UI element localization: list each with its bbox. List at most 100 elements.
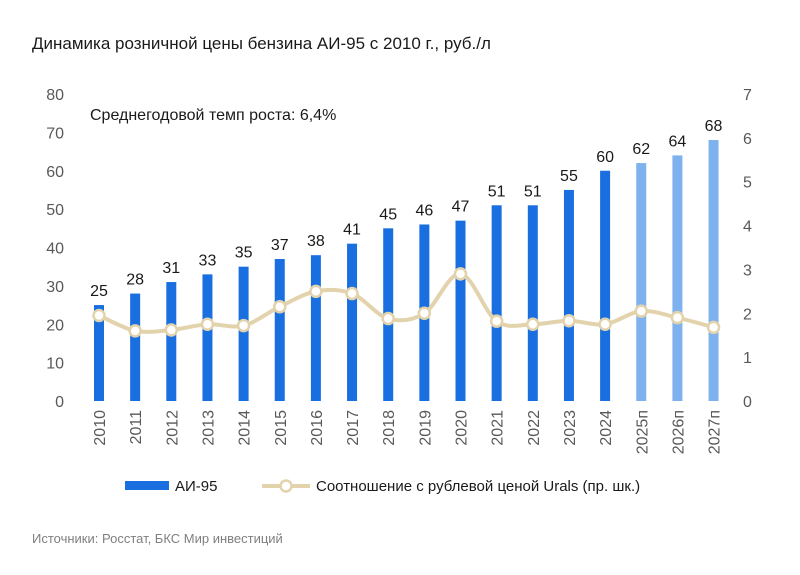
ratio-point bbox=[128, 324, 142, 338]
bar-data-label: 25 bbox=[90, 283, 108, 300]
x-tick-label: 2018 bbox=[381, 410, 398, 446]
y-right-tick-label: 2 bbox=[743, 306, 752, 323]
bar bbox=[347, 243, 358, 401]
ratio-point bbox=[634, 304, 648, 318]
bar bbox=[672, 155, 683, 401]
x-tick-label: 2023 bbox=[562, 410, 579, 446]
x-axis: 2010 2011 2012 2013 2014 2015 2016 2017 2018 2019… bbox=[92, 410, 724, 454]
bar bbox=[130, 293, 141, 401]
bar bbox=[708, 140, 719, 402]
y-left-tick-label: 10 bbox=[46, 356, 64, 373]
bar-data-label: 41 bbox=[343, 222, 361, 239]
x-tick-label: 2025п bbox=[634, 410, 651, 454]
y-left-tick-label: 20 bbox=[46, 317, 64, 334]
bar bbox=[600, 170, 611, 401]
bar-data-label: 35 bbox=[235, 245, 253, 262]
x-tick-label: 2026п bbox=[670, 410, 687, 454]
bar-data-label: 68 bbox=[705, 118, 723, 135]
ratio-point bbox=[489, 314, 504, 328]
x-tick-label: 2019 bbox=[417, 410, 434, 446]
bar-data-label: 60 bbox=[596, 149, 614, 166]
ratio-point bbox=[526, 317, 540, 331]
bar bbox=[310, 255, 321, 401]
bar-data-label: 55 bbox=[560, 168, 578, 185]
x-tick-label: 2013 bbox=[200, 410, 217, 446]
ratio-point bbox=[381, 311, 395, 326]
y-right-tick-label: 1 bbox=[743, 350, 752, 367]
ratio-point bbox=[453, 267, 468, 281]
bar-data-label: 45 bbox=[379, 206, 397, 223]
y-right-tick-label: 5 bbox=[743, 175, 752, 192]
x-tick-label: 2027п bbox=[707, 410, 724, 454]
ratio-point bbox=[200, 317, 215, 331]
bar-data-label: 47 bbox=[452, 199, 470, 216]
y-right-tick-label: 7 bbox=[743, 87, 752, 104]
x-tick-label: 2012 bbox=[164, 410, 181, 446]
ratio-line bbox=[98, 271, 715, 334]
y-axis-left: 0 10 20 30 40 50 60 70 80 bbox=[46, 87, 64, 411]
x-tick-label: 2010 bbox=[92, 410, 109, 446]
y-left-tick-label: 40 bbox=[46, 241, 64, 258]
y-left-tick-label: 80 bbox=[46, 87, 64, 104]
source-note: Источники: Росстат, БКС Мир инвестиций bbox=[32, 531, 283, 546]
y-right-tick-label: 0 bbox=[743, 394, 752, 411]
bar-data-label: 64 bbox=[669, 133, 687, 150]
x-tick-label: 2017 bbox=[345, 410, 362, 446]
bar bbox=[238, 266, 249, 401]
ratio-point bbox=[164, 323, 179, 337]
bar bbox=[274, 259, 285, 401]
y-axis-right: 0 1 2 3 4 5 6 7 bbox=[743, 87, 752, 411]
x-tick-label: 2020 bbox=[454, 410, 471, 446]
legend: АИ-95 Соотношение с рублевой ценой Urals … bbox=[125, 478, 640, 495]
ratio-point bbox=[273, 299, 287, 314]
bar-data-label: 37 bbox=[271, 237, 289, 254]
bar bbox=[202, 274, 213, 401]
ratio-point bbox=[670, 310, 685, 325]
bar bbox=[636, 163, 647, 401]
bar-data-label: 33 bbox=[199, 252, 217, 269]
y-right-tick-label: 3 bbox=[743, 262, 752, 279]
line-series bbox=[92, 267, 721, 338]
bar-data-label: 28 bbox=[126, 272, 144, 289]
bar-data-label: 51 bbox=[488, 183, 506, 200]
chart-title: Динамика розничной цены бензина АИ-95 с … bbox=[32, 34, 491, 53]
bar bbox=[527, 205, 538, 401]
y-right-tick-label: 4 bbox=[743, 219, 752, 236]
growth-annotation: Среднегодовой темп роста: 6,4% bbox=[90, 107, 336, 124]
y-left-tick-label: 60 bbox=[46, 164, 64, 181]
x-tick-label: 2011 bbox=[128, 410, 145, 445]
bar bbox=[94, 305, 104, 401]
ratio-point bbox=[236, 318, 251, 333]
bar-data-label: 62 bbox=[632, 141, 650, 158]
ratio-point bbox=[706, 320, 721, 335]
x-tick-label: 2016 bbox=[309, 410, 326, 446]
x-tick-label: 2022 bbox=[526, 410, 543, 446]
legend-swatch-marker bbox=[279, 479, 293, 493]
ratio-point bbox=[92, 308, 106, 323]
y-left-tick-label: 70 bbox=[46, 125, 64, 142]
bar-data-label: 51 bbox=[524, 183, 542, 200]
ratio-point bbox=[309, 284, 323, 299]
data-labels: 25 28 31 33 35 37 38 41 45 46 47 51 51 55 60 62 64 68 bbox=[90, 118, 722, 300]
ratio-point bbox=[345, 286, 359, 301]
y-left-tick-label: 50 bbox=[46, 202, 64, 219]
x-tick-label: 2015 bbox=[273, 410, 290, 446]
x-tick-label: 2014 bbox=[237, 410, 254, 446]
ratio-point bbox=[562, 313, 576, 328]
bar bbox=[563, 189, 574, 401]
legend-label-line: Соотношение с рублевой ценой Urals (пр. … bbox=[316, 478, 640, 495]
ratio-point bbox=[598, 317, 612, 331]
legend-swatch-bar bbox=[125, 481, 169, 490]
bar-data-label: 38 bbox=[307, 233, 325, 250]
bar bbox=[491, 205, 502, 401]
x-tick-label: 2024 bbox=[598, 410, 615, 446]
y-left-tick-label: 0 bbox=[55, 394, 64, 411]
y-left-tick-label: 30 bbox=[46, 279, 64, 296]
y-right-tick-label: 6 bbox=[743, 131, 752, 148]
bar bbox=[455, 220, 466, 401]
bar-data-label: 31 bbox=[162, 260, 180, 277]
bar-series bbox=[94, 140, 719, 402]
legend-label-bar: АИ-95 bbox=[175, 478, 217, 495]
bar bbox=[166, 282, 177, 401]
